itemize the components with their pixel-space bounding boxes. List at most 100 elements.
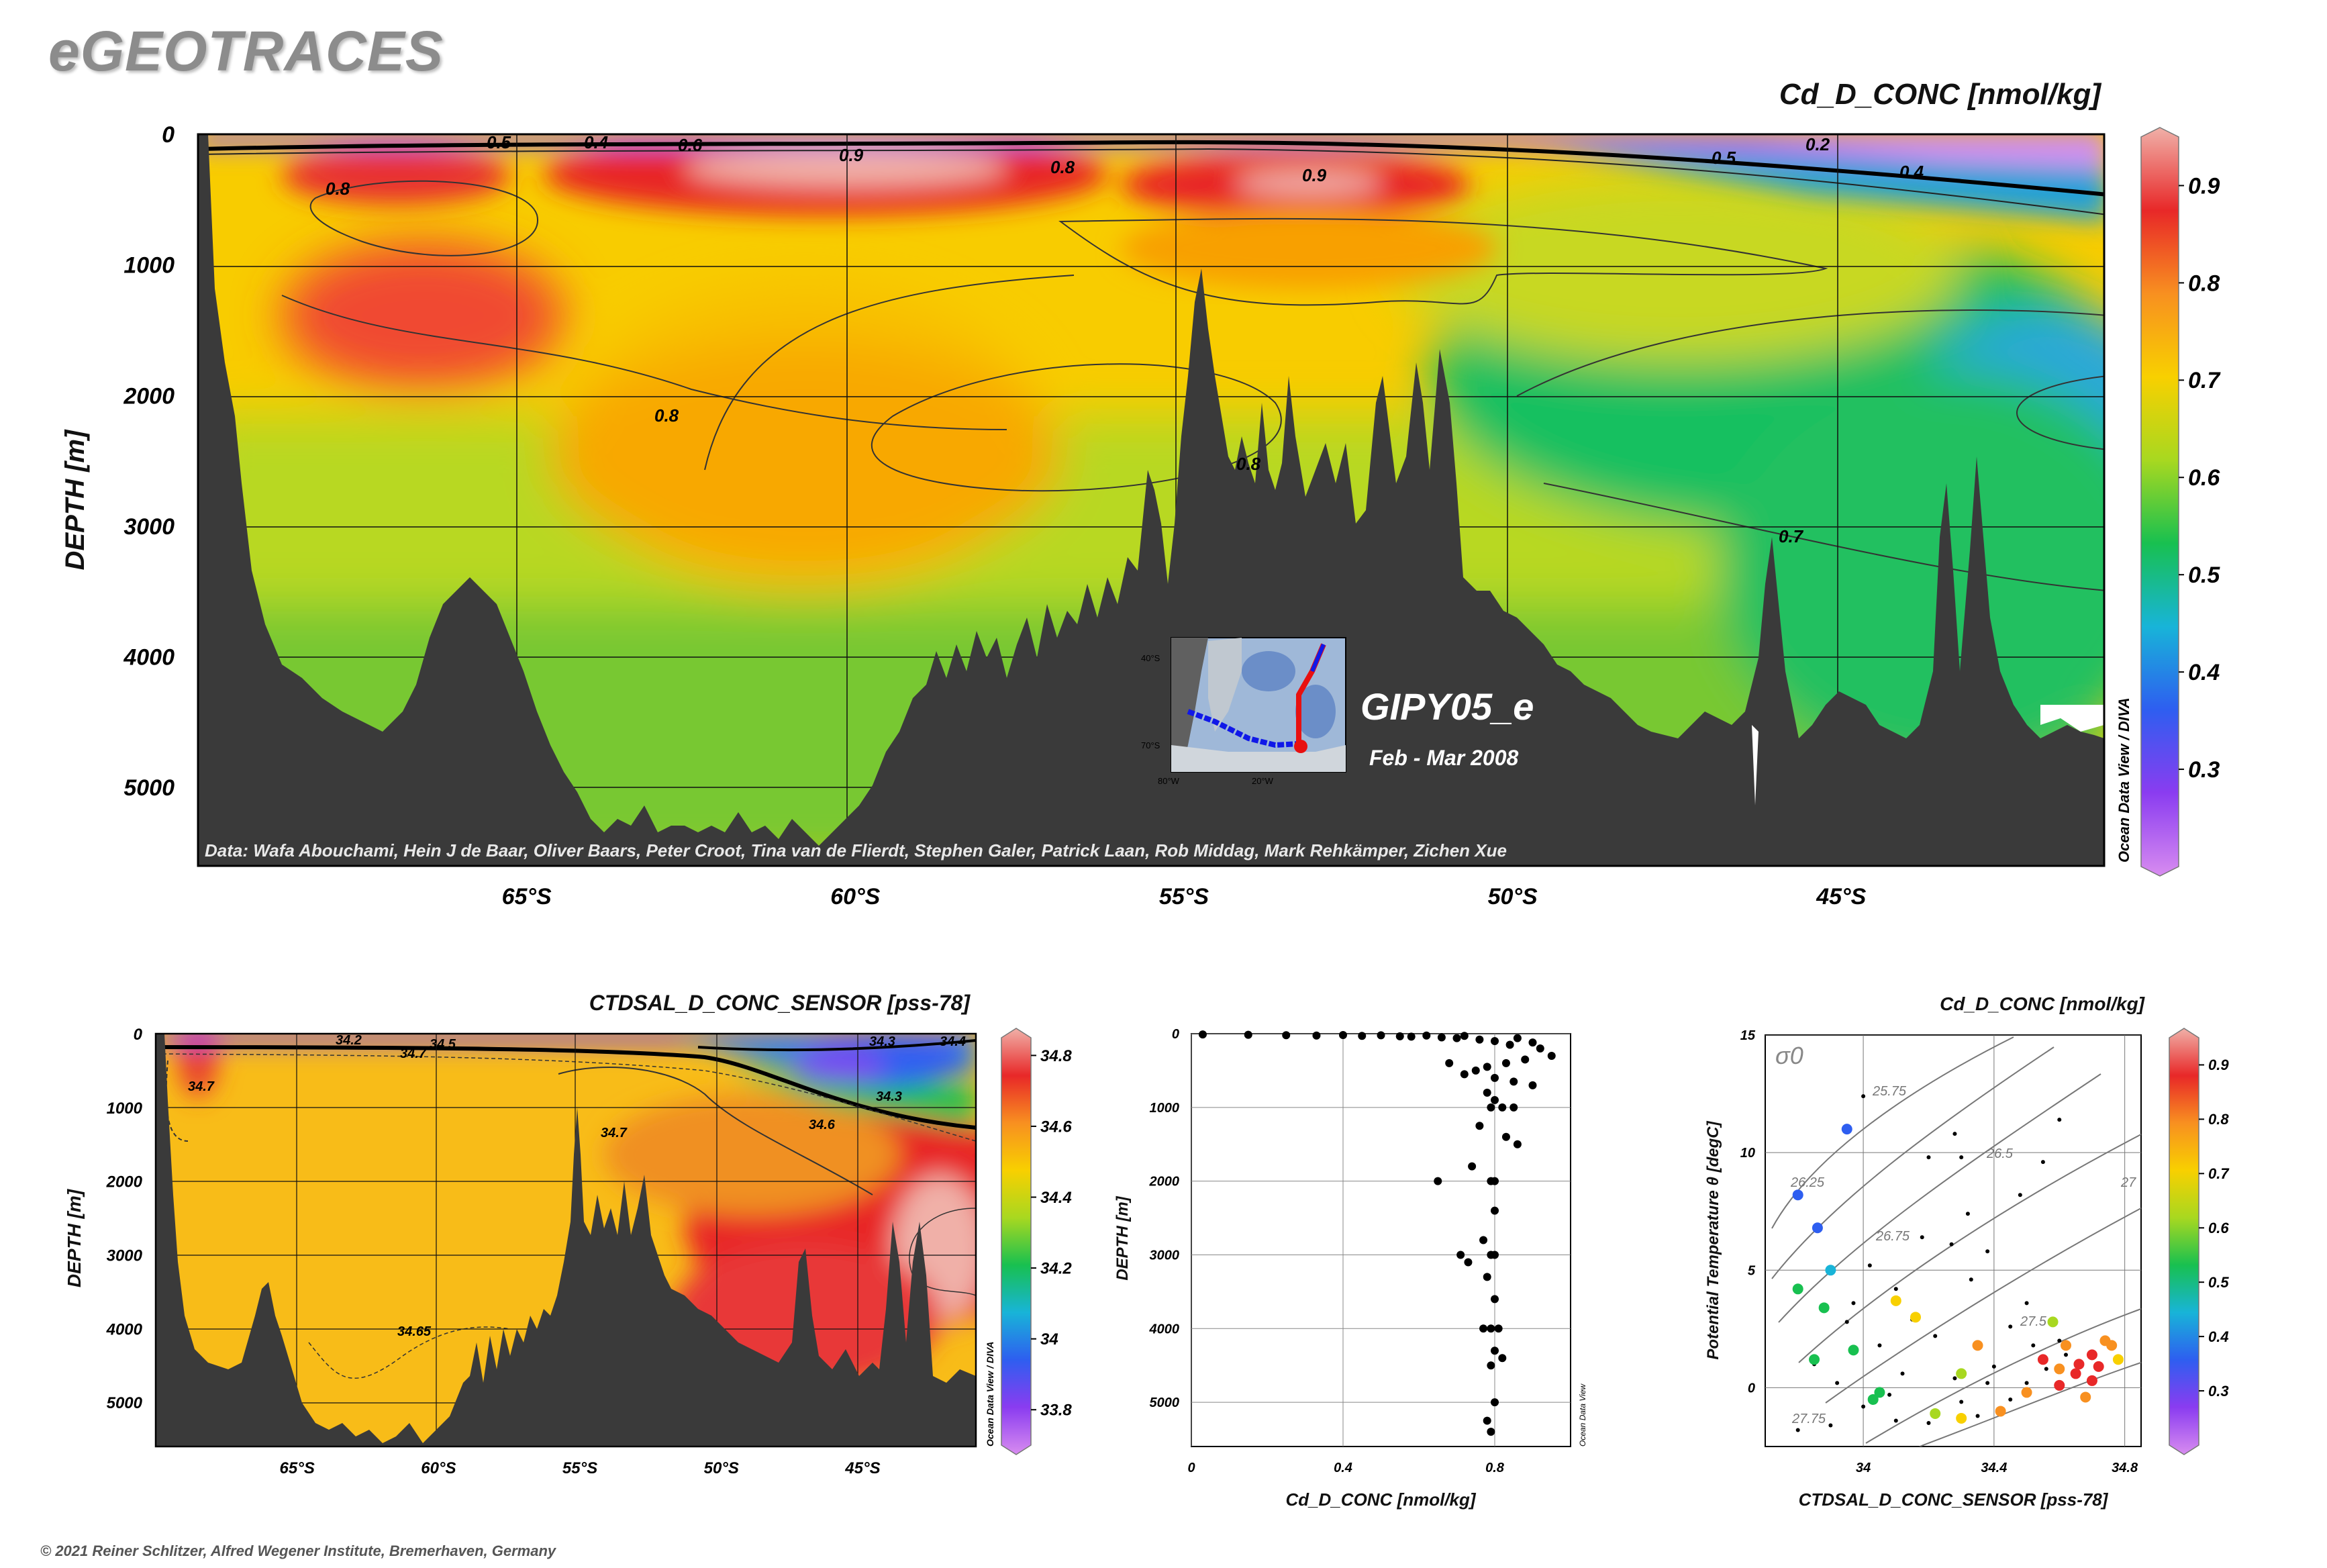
ts-colorbar: 0.3 0.4 0.5 0.6 0.7 0.8 0.9	[2169, 1028, 2230, 1455]
profile-point	[1491, 1036, 1499, 1045]
salinity-contour-label: 34.7	[188, 1079, 215, 1094]
colorbar-tick-label: 0.6	[2208, 1220, 2229, 1236]
salinity-ytick-label: 1000	[107, 1099, 143, 1118]
profile-point	[1536, 1044, 1544, 1052]
colorbar-tick-label: 0.4	[2208, 1328, 2229, 1345]
profile-point	[1491, 1346, 1499, 1355]
salinity-xtick-label: 45°S	[844, 1459, 880, 1477]
ts-black-point	[1893, 1287, 1898, 1291]
profile-point	[1434, 1177, 1442, 1185]
profile-point	[1339, 1030, 1347, 1039]
profile-point	[1445, 1059, 1454, 1067]
ts-xtick-label: 34.8	[2112, 1461, 2138, 1475]
ts-colored-point	[2047, 1316, 2059, 1328]
profile-ytick-label: 2000	[1149, 1175, 1180, 1189]
profile-ytick-label: 0	[1172, 1027, 1179, 1042]
salinity-contour-label: 34.6	[809, 1118, 836, 1132]
ts-black-point	[1991, 1364, 1996, 1369]
profile-point	[1498, 1103, 1507, 1112]
ts-colored-point	[1890, 1295, 1901, 1306]
cd-contour-label: 0.6	[678, 135, 703, 155]
ts-black-point	[1926, 1420, 1931, 1425]
ts-colored-point	[2073, 1359, 2085, 1370]
profile-point	[1491, 1295, 1499, 1304]
profile-point	[1456, 1251, 1465, 1259]
ts-colored-point	[1792, 1189, 1803, 1201]
cd-xtick-label: 55°S	[1159, 884, 1209, 910]
inset-lat-label: 40°S	[1141, 653, 1160, 663]
ts-black-point	[1828, 1423, 1833, 1428]
ts-black-point	[1975, 1414, 1980, 1418]
colorbar-tick-label: 0.5	[2208, 1274, 2229, 1291]
cd-contour-label: 0.8	[1050, 157, 1075, 177]
ts-black-point	[1920, 1235, 1924, 1240]
cd-contour-label: 0.4	[584, 132, 609, 152]
colorbar-tick-label: 0.7	[2188, 368, 2221, 393]
profile-point	[1437, 1033, 1446, 1042]
ts-colored-point	[1825, 1265, 1836, 1276]
profile-point	[1528, 1038, 1537, 1047]
colorbar-tick-label: 0.3	[2188, 757, 2220, 783]
ts-colored-point	[1848, 1344, 1859, 1356]
ts-black-point	[2024, 1301, 2029, 1306]
salinity-title: CTDSAL_D_CONC_SENSOR [pss-78]	[589, 991, 971, 1015]
ts-colored-point	[2080, 1391, 2091, 1403]
colorbar-tick-label: 0.5	[2188, 562, 2220, 588]
ts-colored-point	[1956, 1412, 1967, 1424]
ts-black-point	[1965, 1212, 1970, 1216]
colorbar-tick-label: 0.6	[2188, 465, 2220, 491]
cd-contour-label: 0.9	[839, 145, 864, 165]
ts-black-point	[1959, 1400, 1964, 1404]
profile-point	[1547, 1051, 1556, 1060]
ts-colored-point	[1812, 1222, 1823, 1234]
salinity-ylabel: DEPTH [m]	[64, 1188, 85, 1287]
profile-point	[1491, 1206, 1499, 1215]
cd-contour-label: 0.7	[1779, 526, 1804, 546]
ts-black-point	[2018, 1193, 2022, 1197]
isopycnal-label: 25.75	[1872, 1084, 1907, 1099]
colorbar-tick-label: 33.8	[1040, 1402, 1072, 1420]
profile-point	[1471, 1066, 1480, 1075]
salinity-contour-label: 34.2	[336, 1033, 362, 1048]
ts-black-point	[2024, 1381, 2029, 1385]
cd-contour-label: 0.5	[487, 132, 511, 152]
ts-black-point	[1969, 1277, 1973, 1282]
ts-black-point	[1835, 1381, 1840, 1385]
cd-ytick-label: 2000	[123, 383, 175, 409]
profile-point	[1491, 1073, 1499, 1082]
ts-colored-point	[1910, 1312, 1921, 1323]
profile-point	[1479, 1236, 1488, 1244]
colorbar-tick-label: 0.8	[2188, 271, 2220, 296]
ts-colored-point	[2061, 1340, 2071, 1351]
ts-black-point	[2040, 1160, 2045, 1165]
profile-point	[1513, 1034, 1522, 1042]
colorbar-tick-label: 0.9	[2208, 1057, 2229, 1073]
isopycnal-label: 27.5	[2020, 1314, 2047, 1329]
ts-colored-point	[1995, 1406, 2006, 1417]
ts-colored-point	[2037, 1354, 2048, 1365]
ts-colored-point	[1809, 1354, 1820, 1365]
ts-black-point	[1985, 1381, 1990, 1385]
profile-point	[1491, 1095, 1499, 1104]
isopycnal-label: 27	[2120, 1175, 2136, 1190]
ts-diagram: Cd_D_CONC [nmol/kg] 25.75 26.25 26.5 26.…	[1704, 993, 2230, 1510]
profile-vertical-credit: Ocean Data View	[1578, 1383, 1587, 1447]
profile-xtick-label: 0.8	[1485, 1461, 1505, 1475]
salinity-contour-label: 34.7	[601, 1126, 628, 1140]
profile-point	[1513, 1140, 1522, 1148]
ts-ylabel: Potential Temperature θ [degC]	[1704, 1120, 1722, 1359]
profile-point	[1487, 1361, 1495, 1370]
profile-ytick-label: 3000	[1150, 1248, 1180, 1263]
ts-ytick-label: 0	[1748, 1381, 1755, 1395]
salinity-ytick-label: 0	[134, 1026, 143, 1044]
profile-point	[1244, 1030, 1252, 1039]
ts-colored-point	[1972, 1340, 1983, 1351]
cd-xtick-label: 65°S	[502, 884, 552, 910]
cd-contour-label: 0.4	[1899, 162, 1924, 182]
profile-point	[1358, 1032, 1367, 1040]
ts-colored-point	[2112, 1354, 2124, 1365]
ts-colored-point	[2070, 1368, 2081, 1379]
ts-colored-point	[1956, 1368, 1967, 1379]
ts-colored-point	[2021, 1387, 2032, 1398]
profile-ytick-label: 1000	[1150, 1101, 1180, 1116]
